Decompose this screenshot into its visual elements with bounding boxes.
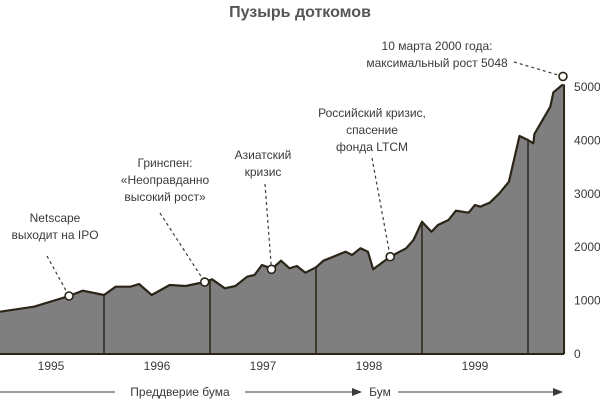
x-tick-label: 1998	[356, 359, 383, 373]
x-tick-label: 1995	[38, 359, 65, 373]
arrow-head-icon	[352, 388, 362, 396]
annotation-leader-line	[46, 255, 70, 297]
annotation-leader-line	[371, 157, 391, 257]
annotation-label: Азиатский	[235, 148, 292, 162]
event-marker	[199, 277, 210, 287]
event-marker	[558, 71, 568, 82]
annotation-leader-line	[159, 212, 206, 283]
y-tick-label: 3000	[574, 187, 600, 201]
annotation-label: выходит на IPO	[11, 228, 98, 242]
annotation-label: максимальный рост 5048	[366, 56, 508, 70]
annotation-label: Российский кризис,	[318, 106, 426, 120]
event-marker	[385, 251, 396, 262]
event-marker	[64, 291, 74, 301]
y-tick-label: 2000	[574, 240, 600, 254]
x-tick-label: 1996	[144, 359, 171, 373]
x-tick-label: 1997	[250, 359, 277, 373]
arrow-head-icon	[553, 388, 563, 396]
series-line	[0, 83, 564, 313]
annotation-label: кризис	[245, 165, 282, 179]
annotation-leader-line	[513, 61, 564, 78]
annotation-label: Netscape	[30, 211, 81, 225]
y-tick-label: 4000	[574, 133, 600, 147]
period-label-pre-boom: Преддверие бума	[130, 385, 230, 399]
y-tick-label: 0	[574, 347, 581, 361]
annotation-label: 10 марта 2000 года:	[382, 39, 493, 53]
x-tick-label: 1999	[462, 359, 489, 373]
event-marker	[266, 264, 277, 275]
y-tick-label: 5000	[574, 80, 600, 94]
annotation-label: фонда LTCM	[336, 140, 408, 154]
annotation-label: «Неоправданно	[121, 173, 210, 187]
chart-title: Пузырь доткомов	[229, 4, 371, 21]
area-fill	[0, 84, 565, 355]
y-tick-label: 1000	[574, 294, 600, 308]
period-label-boom: Бум	[369, 385, 391, 399]
annotation-label: высокий рост»	[124, 190, 206, 204]
annotation-label: Гринспен:	[138, 156, 193, 170]
annotation-label: спасение	[346, 123, 398, 137]
annotation-leader-line	[264, 183, 273, 270]
